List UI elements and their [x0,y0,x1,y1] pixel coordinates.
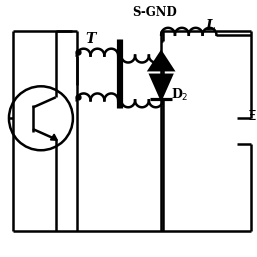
Text: $\Xi$: $\Xi$ [247,109,257,123]
Polygon shape [150,75,172,99]
Polygon shape [50,134,57,140]
Text: S-GND: S-GND [132,6,177,19]
Text: D$_2$: D$_2$ [171,87,189,103]
Text: L: L [205,19,215,33]
Text: T: T [86,32,96,46]
Polygon shape [149,52,173,70]
